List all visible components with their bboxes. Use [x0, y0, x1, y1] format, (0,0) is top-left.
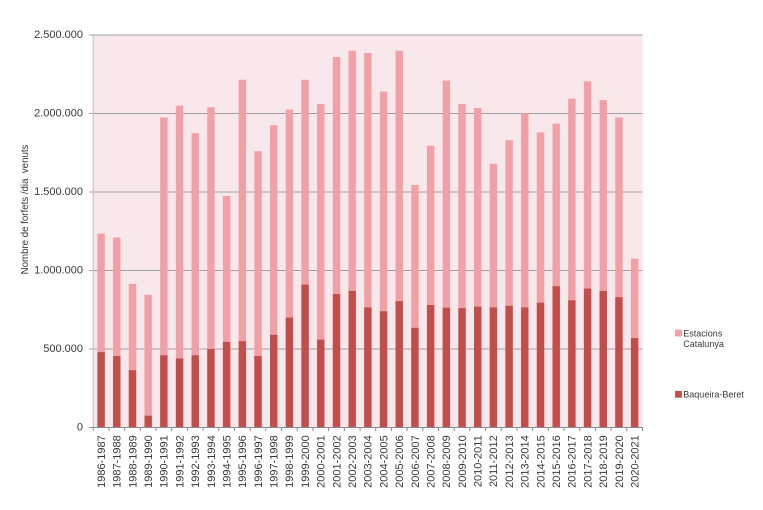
svg-text:2019-2020: 2019-2020 [614, 435, 626, 488]
svg-text:1990-1991: 1990-1991 [159, 435, 171, 488]
svg-text:1992-1993: 1992-1993 [190, 435, 202, 488]
svg-text:2003-2004: 2003-2004 [363, 435, 375, 488]
svg-text:2005-2006: 2005-2006 [394, 435, 406, 488]
svg-text:2.500.000: 2.500.000 [34, 29, 83, 41]
svg-text:2017-2018: 2017-2018 [582, 435, 594, 488]
svg-text:2012-2013: 2012-2013 [504, 435, 516, 488]
svg-text:500.000: 500.000 [43, 343, 83, 355]
svg-text:Baqueira-Beret: Baqueira-Beret [683, 389, 744, 399]
svg-text:2000-2001: 2000-2001 [316, 435, 328, 488]
svg-text:2006-2007: 2006-2007 [410, 435, 422, 488]
svg-text:2016-2017: 2016-2017 [567, 435, 579, 488]
svg-text:1986-1987: 1986-1987 [96, 435, 108, 488]
svg-text:1995-1996: 1995-1996 [237, 435, 249, 488]
svg-text:1994-1995: 1994-1995 [221, 435, 233, 488]
svg-text:2013-2014: 2013-2014 [520, 435, 532, 488]
svg-text:1989-1990: 1989-1990 [143, 435, 155, 488]
svg-text:2002-2003: 2002-2003 [347, 435, 359, 488]
svg-text:1998-1999: 1998-1999 [284, 435, 296, 488]
svg-text:2001-2002: 2001-2002 [331, 435, 343, 488]
svg-text:2018-2019: 2018-2019 [598, 435, 610, 488]
svg-text:2004-2005: 2004-2005 [378, 435, 390, 488]
svg-text:1.000.000: 1.000.000 [34, 264, 83, 276]
svg-text:Catalunya: Catalunya [683, 339, 724, 349]
svg-text:2007-2008: 2007-2008 [425, 435, 437, 488]
svg-text:2020-2021: 2020-2021 [629, 435, 641, 488]
svg-text:1997-1998: 1997-1998 [269, 435, 281, 488]
svg-text:Nombre de forfets /dia venuts: Nombre de forfets /dia venuts [20, 144, 31, 274]
svg-text:1991-1992: 1991-1992 [174, 435, 186, 488]
svg-text:2008-2009: 2008-2009 [441, 435, 453, 488]
svg-text:2011-2012: 2011-2012 [488, 435, 500, 487]
svg-text:2010-2011: 2010-2011 [473, 435, 485, 487]
svg-text:1996-1997: 1996-1997 [253, 435, 265, 488]
svg-text:0: 0 [77, 421, 83, 433]
svg-text:2015-2016: 2015-2016 [551, 435, 563, 488]
svg-text:1987-1988: 1987-1988 [112, 435, 124, 488]
svg-text:1999-2000: 1999-2000 [300, 435, 312, 488]
svg-text:2009-2010: 2009-2010 [457, 435, 469, 488]
svg-text:2014-2015: 2014-2015 [535, 435, 547, 488]
svg-text:Estacions: Estacions [683, 328, 723, 338]
svg-text:1993-1994: 1993-1994 [206, 435, 218, 488]
svg-text:2.000.000: 2.000.000 [34, 107, 83, 119]
svg-text:1.500.000: 1.500.000 [34, 186, 83, 198]
svg-text:1988-1989: 1988-1989 [127, 435, 139, 488]
